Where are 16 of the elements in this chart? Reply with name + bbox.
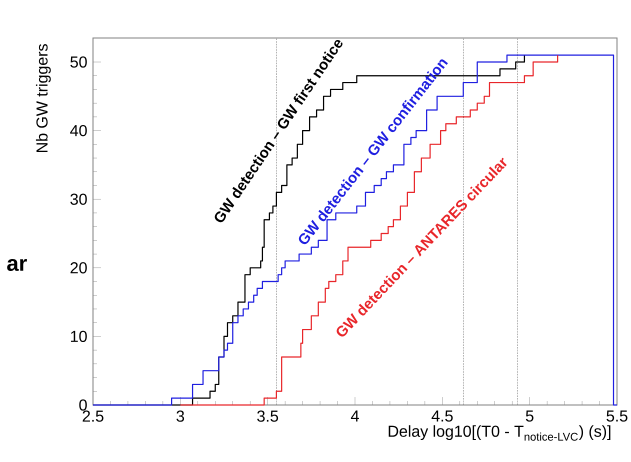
x-tick-label: 4.5 xyxy=(432,410,453,422)
y-tick-label: 10 xyxy=(70,330,87,342)
y-tick-label: 20 xyxy=(70,262,87,274)
y-tick-label: 30 xyxy=(70,194,87,205)
y-tick-label: 50 xyxy=(70,56,87,68)
x-tick-label: 5 xyxy=(526,410,534,422)
text: ar xyxy=(7,258,27,272)
x-axis-title: $\text{Delay log10[(T0 - T}_{\text{notice-LVC}}\text{) (s)]}$ xyxy=(388,425,610,441)
y-tick-label: 40 xyxy=(70,124,87,136)
x-tick-label: 4 xyxy=(350,410,359,422)
x-tick-label: 2.5 xyxy=(82,410,104,422)
x-tick-label: 3.5 xyxy=(257,410,278,422)
y-axis-title: Nb GW triggers xyxy=(36,44,51,152)
y-tick-label: 0 xyxy=(79,399,87,411)
x-tick-label: 5.5 xyxy=(606,410,628,422)
x-tick-label: 3 xyxy=(176,410,184,422)
